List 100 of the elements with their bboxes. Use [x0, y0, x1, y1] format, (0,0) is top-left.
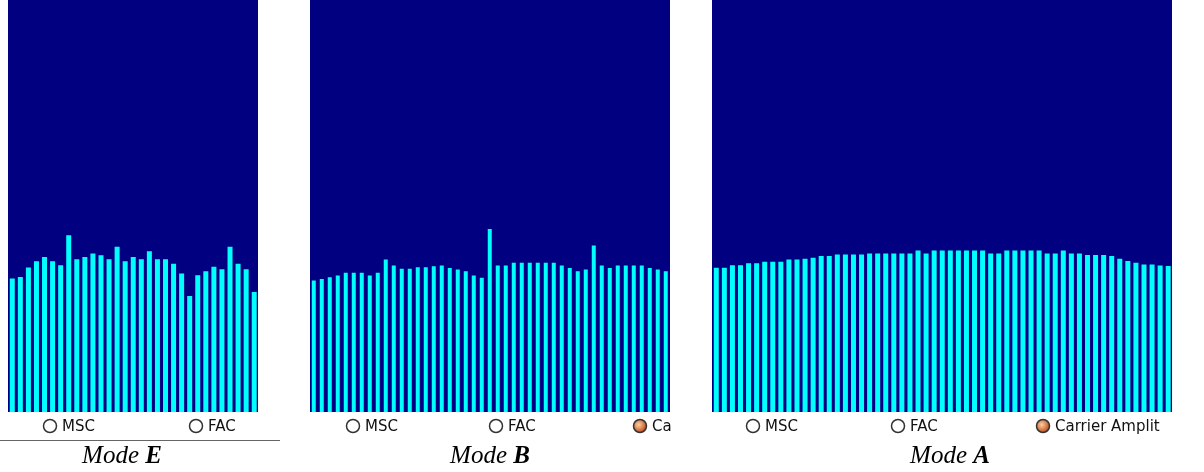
- bar: [90, 253, 96, 412]
- bar: [519, 262, 524, 412]
- bar: [163, 259, 168, 412]
- text: Mode A: [908, 441, 991, 469]
- bar: [883, 253, 889, 412]
- text: Mode E: [80, 441, 163, 469]
- bar: [407, 268, 412, 412]
- bar: [663, 271, 668, 412]
- bar: [947, 250, 953, 412]
- bar: [1068, 253, 1074, 412]
- bar: [535, 262, 540, 412]
- bar: [1020, 250, 1026, 412]
- bar: [1101, 255, 1107, 412]
- bar: [826, 256, 832, 412]
- bar: [955, 250, 961, 412]
- bar: [754, 263, 760, 412]
- bar: [762, 261, 768, 412]
- bar: [227, 246, 233, 412]
- text: MSC: [62, 417, 95, 435]
- text: Carrier Amplit: [1055, 417, 1160, 435]
- text: FAC: [208, 417, 236, 435]
- bar: [17, 276, 23, 412]
- bar: [235, 263, 241, 412]
- bar: [527, 262, 532, 412]
- bar: [367, 275, 372, 412]
- bar: [939, 250, 945, 412]
- bar: [195, 275, 201, 412]
- bar: [66, 235, 72, 412]
- bar: [1060, 250, 1066, 412]
- bar: [794, 259, 800, 412]
- bar: [203, 271, 209, 412]
- bar: [122, 261, 128, 412]
- bar: [50, 261, 56, 412]
- bar: [599, 265, 604, 412]
- bar: [543, 262, 548, 412]
- bar: [1149, 264, 1155, 412]
- bar: [251, 291, 257, 412]
- bar: [647, 267, 652, 412]
- bar: [479, 277, 484, 412]
- text: FAC: [910, 417, 938, 435]
- bar: [171, 263, 177, 412]
- bar: [907, 253, 913, 412]
- bar: [931, 250, 937, 412]
- bar: [631, 265, 636, 412]
- bar: [1012, 250, 1018, 412]
- bar: [1036, 250, 1042, 412]
- bar: [25, 267, 31, 412]
- bar: [591, 245, 596, 412]
- bar: [899, 253, 905, 412]
- text: Ca: [652, 417, 672, 435]
- bar: [319, 278, 324, 412]
- bar: [211, 266, 217, 412]
- bar: [106, 259, 112, 412]
- bar: [1052, 253, 1058, 412]
- bar: [33, 261, 39, 412]
- bar: [575, 271, 580, 412]
- bar: [583, 269, 588, 412]
- bar: [455, 269, 460, 412]
- bar: [243, 269, 249, 412]
- bar: [1093, 255, 1099, 412]
- bar: [850, 254, 856, 412]
- bar: [778, 261, 784, 412]
- bar: [859, 254, 865, 412]
- bar: [495, 265, 500, 412]
- bar: [639, 265, 644, 412]
- bar: [786, 259, 792, 412]
- bar: [842, 254, 848, 412]
- bar: [875, 253, 881, 412]
- bar: [359, 272, 364, 412]
- bar: [1133, 262, 1139, 412]
- bar: [551, 262, 556, 412]
- bar: [1117, 258, 1123, 412]
- text: MSC: [365, 417, 398, 435]
- bar: [988, 253, 994, 412]
- bar: [655, 269, 660, 412]
- bar: [98, 255, 104, 412]
- bar: [146, 251, 152, 412]
- bar: [963, 250, 969, 412]
- bar: [114, 246, 120, 412]
- bar: [447, 267, 452, 412]
- bar: [463, 271, 468, 412]
- bar: [746, 263, 752, 412]
- bar: [1165, 266, 1171, 412]
- bar: [721, 267, 727, 412]
- bar: [713, 267, 719, 412]
- bar: [810, 257, 816, 412]
- bar: [399, 268, 404, 412]
- bar: [439, 265, 444, 412]
- bar: [503, 265, 508, 412]
- bar: [567, 267, 572, 412]
- bar: [996, 253, 1002, 412]
- bar: [623, 265, 628, 412]
- bar: [42, 256, 48, 412]
- bar: [770, 261, 776, 412]
- bar: [375, 272, 380, 412]
- bar: [383, 259, 388, 412]
- bar: [471, 275, 476, 412]
- bar: [82, 256, 88, 412]
- bar: [423, 267, 428, 412]
- bar: [737, 265, 743, 412]
